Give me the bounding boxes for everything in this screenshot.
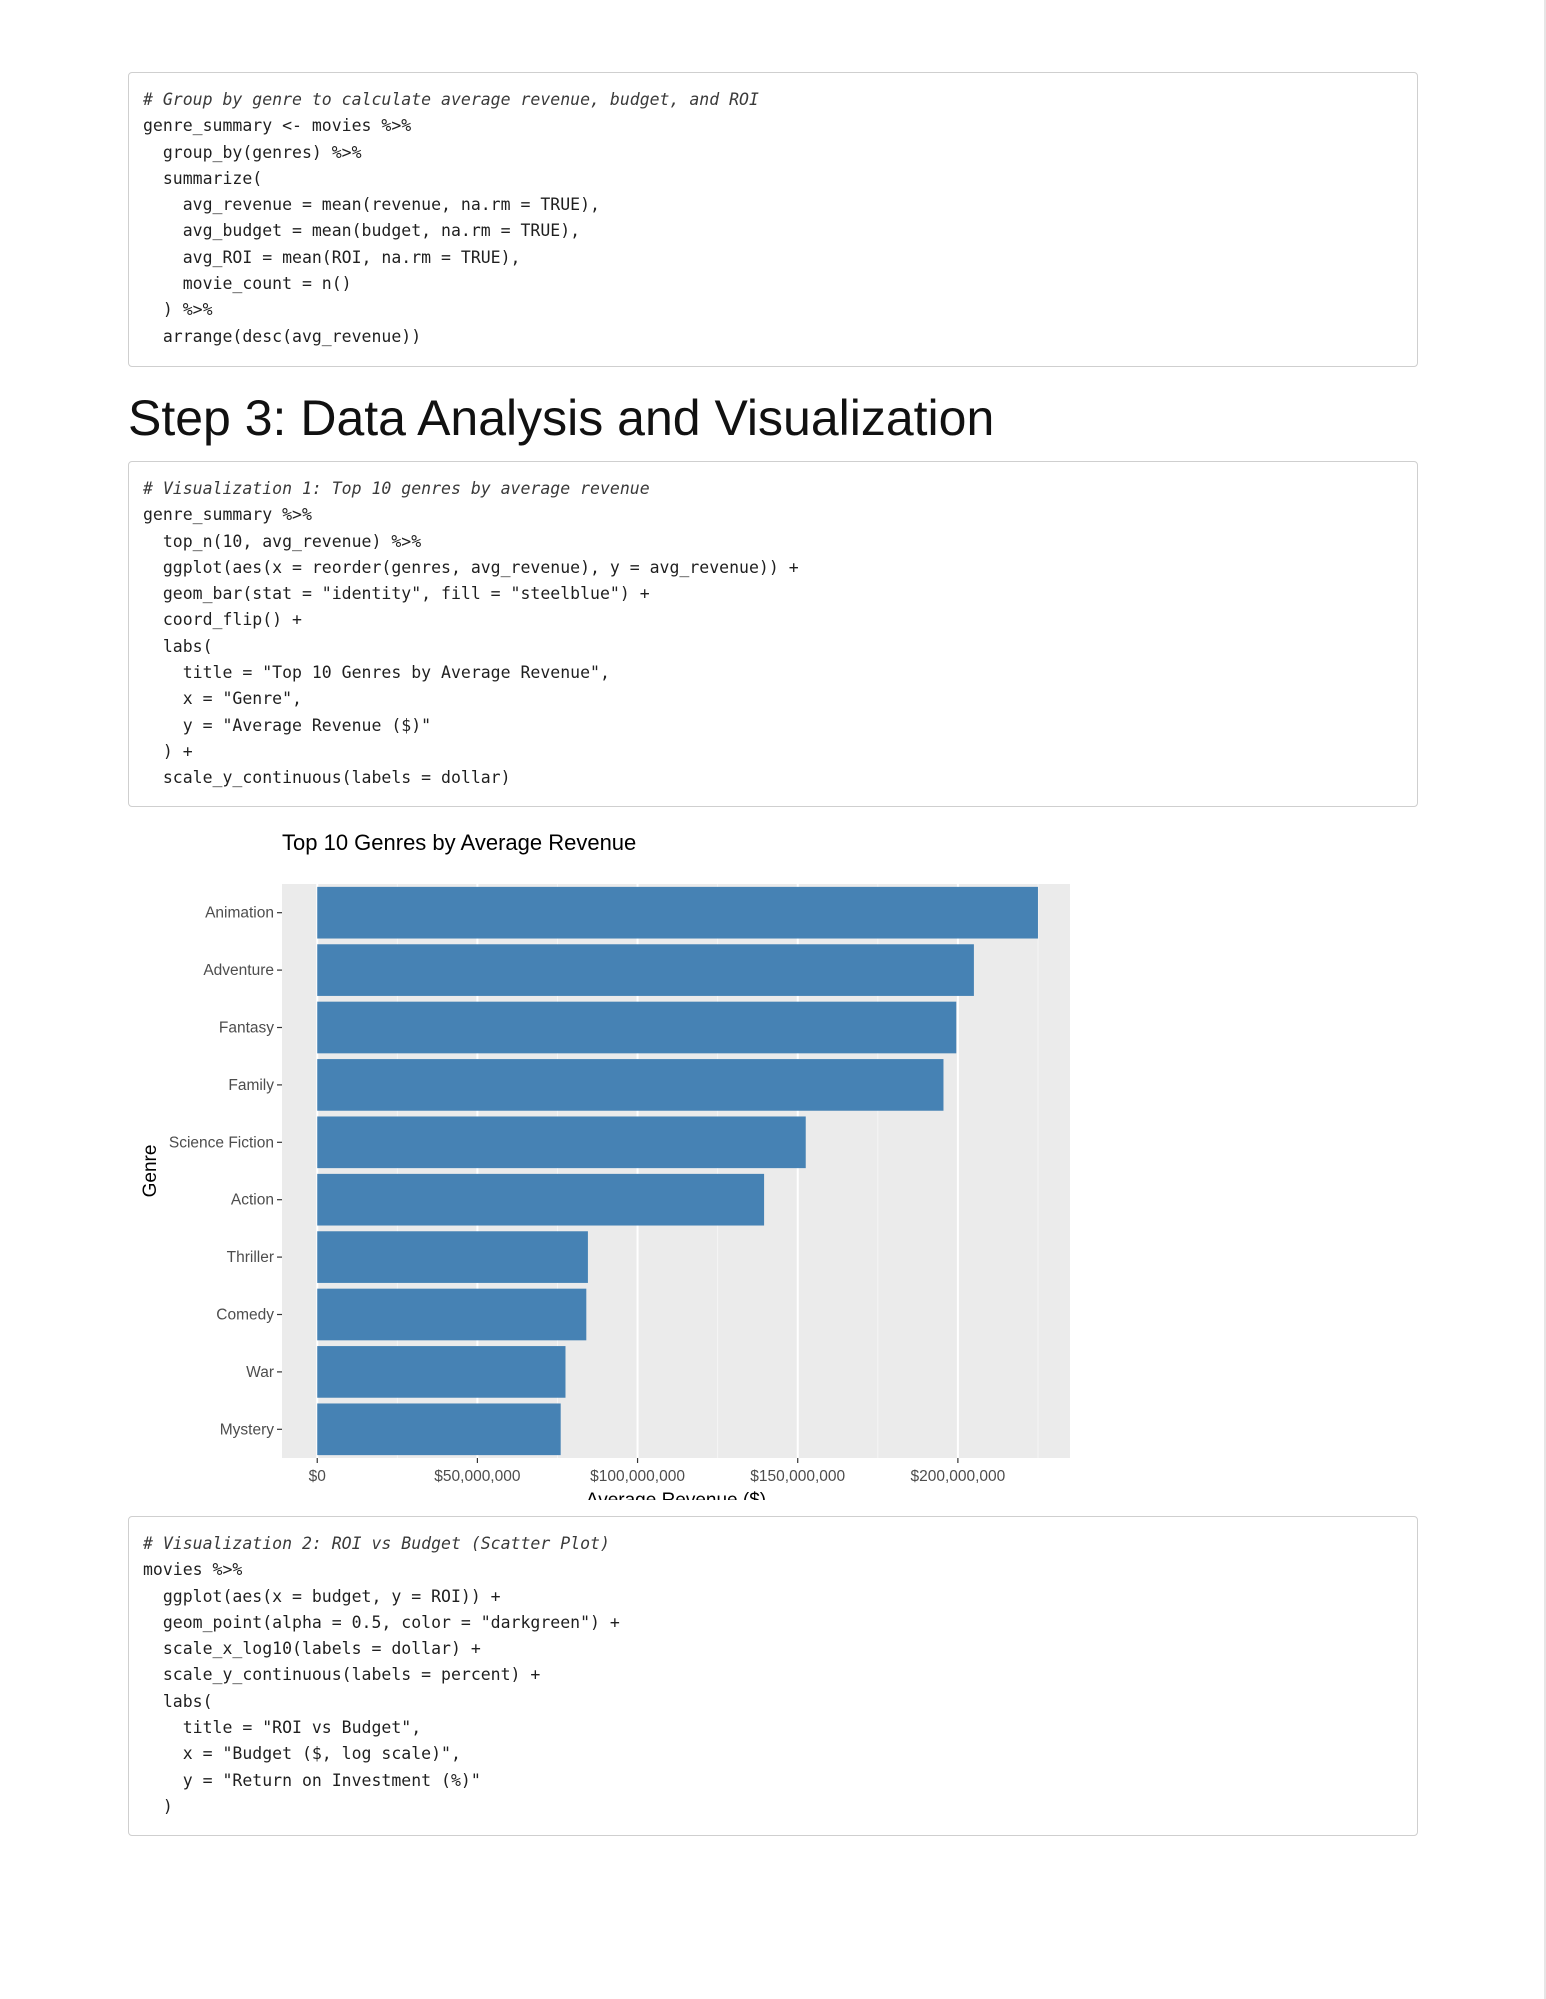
bar-science-fiction [317,1116,806,1169]
code-line: geom_bar(stat = "identity", fill = "stee… [143,584,650,604]
bar-fantasy [317,1001,957,1054]
code-line: ) %>% [143,300,213,320]
chart-y-axis: Animation Adventure Fantasy Family Science F… [169,905,282,1438]
y-tick-label: Fantasy [219,1020,274,1037]
code-line: coord_flip() + [143,610,302,630]
chart-title: Top 10 Genres by Average Revenue [282,830,636,855]
code-block-group-summary: # Group by genre to calculate average re… [128,72,1418,367]
code-line: ) + [143,741,193,761]
code-line: avg_ROI = mean(ROI, na.rm = TRUE), [143,247,521,267]
bar-comedy [317,1288,587,1341]
code-line: movie_count = n() [143,274,352,294]
code-line: title = "ROI vs Budget", [143,1718,422,1738]
bar-family [317,1059,944,1111]
x-tick-label: $100,000,000 [590,1468,685,1485]
code-line: arrange(desc(avg_revenue)) [143,326,422,346]
code-line: top_n(10, avg_revenue) %>% [143,531,422,551]
x-tick-label: $200,000,000 [910,1468,1005,1485]
chart-bars [317,886,1038,1456]
code-line: title = "Top 10 Genres by Average Revenu… [143,663,610,683]
code-line: scale_x_log10(labels = dollar) + [143,1639,481,1659]
y-tick-label: Family [228,1077,274,1094]
bar-mystery [317,1403,561,1456]
x-tick-label: $50,000,000 [434,1468,521,1485]
code-line: avg_budget = mean(budget, na.rm = TRUE), [143,221,581,241]
y-tick-label: Mystery [220,1421,275,1438]
code-line: ggplot(aes(x = budget, y = ROI)) + [143,1586,501,1606]
y-tick-label: Animation [205,905,274,922]
section-heading: Step 3: Data Analysis and Visualization [128,390,995,446]
code-line: x = "Genre", [143,689,302,709]
x-axis-title: Average Revenue ($) [586,1490,766,1500]
code-line: ) [143,1796,173,1816]
code-block-visualization-1: # Visualization 1: Top 10 genres by aver… [128,461,1418,807]
bar-war [317,1346,566,1398]
code-line: x = "Budget ($, log scale)", [143,1744,461,1764]
code-line: movies %>% [143,1560,243,1580]
bar-adventure [317,944,974,996]
code-line: # Visualization 1: Top 10 genres by aver… [143,479,650,498]
code-line: # Group by genre to calculate average re… [143,90,759,109]
y-axis-title: Genre [140,1145,161,1198]
chart-x-axis: $0 $50,000,000 $100,000,000 $150,000,000 $20… [309,1458,1006,1485]
code-line: labs( [143,636,213,656]
code-line: genre_summary <- movies %>% [143,116,412,136]
y-tick-label: Science Fiction [169,1134,274,1151]
code-line: scale_y_continuous(labels = percent) + [143,1665,541,1685]
y-tick-label: Thriller [227,1249,274,1266]
code-line: avg_revenue = mean(revenue, na.rm = TRUE… [143,195,600,215]
code-line: scale_y_continuous(labels = dollar) [143,768,511,788]
bar-animation [317,886,1038,939]
code-line: genre_summary %>% [143,505,312,525]
x-tick-label: $150,000,000 [750,1468,845,1485]
y-tick-label: Adventure [203,962,274,979]
x-tick-label: $0 [309,1468,327,1485]
code-line: labs( [143,1691,213,1711]
code-line: summarize( [143,168,263,188]
y-tick-label: War [246,1364,274,1381]
code-block-visualization-2: # Visualization 2: ROI vs Budget (Scatte… [128,1516,1418,1836]
bar-action [317,1173,765,1226]
code-line: # Visualization 2: ROI vs Budget (Scatte… [143,1534,610,1553]
code-line: geom_point(alpha = 0.5, color = "darkgre… [143,1612,620,1632]
y-tick-label: Comedy [216,1307,274,1324]
revenue-bar-chart: Top 10 Genres by Average Revenue Animati… [140,830,1070,1500]
code-line: y = "Average Revenue ($)" [143,715,432,735]
page-edge [1544,0,1546,1999]
y-tick-label: Action [231,1192,274,1209]
code-line: ggplot(aes(x = reorder(genres, avg_reven… [143,557,799,577]
code-line: y = "Return on Investment (%)" [143,1770,481,1790]
bar-thriller [317,1231,588,1283]
code-line: group_by(genres) %>% [143,142,362,162]
